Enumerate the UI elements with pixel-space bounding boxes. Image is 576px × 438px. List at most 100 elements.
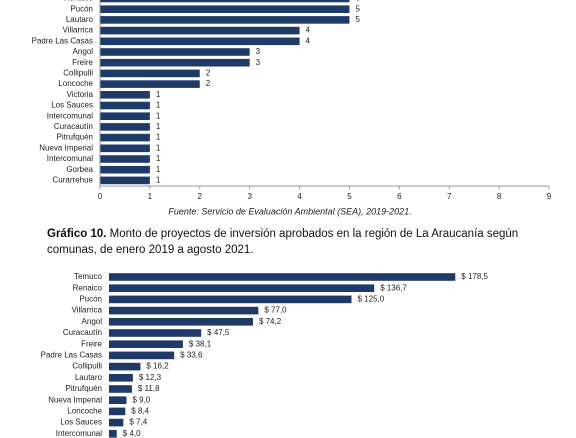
bar (109, 340, 183, 348)
value-label: 2 (206, 79, 211, 88)
value-label: $ 9,0 (132, 395, 150, 404)
bar (100, 0, 350, 3)
value-label: 5 (355, 15, 360, 24)
bar (100, 37, 300, 46)
category-label: Renaico (73, 283, 103, 292)
value-label: 4 (306, 36, 311, 45)
value-label: $ 12,3 (139, 373, 162, 382)
bar (100, 58, 250, 67)
bar (109, 430, 117, 438)
bar (100, 133, 150, 142)
bar (109, 396, 127, 404)
category-label: Curacautín (54, 122, 93, 131)
value-label: 2 (206, 69, 211, 78)
bar (100, 176, 150, 185)
bar (109, 329, 202, 337)
category-label: Victoria (66, 90, 93, 99)
caption-text: Monto de proyectos de inversión aprobado… (47, 228, 519, 256)
source-note: Fuente: Servicio de Evaluación Ambiental… (168, 206, 411, 216)
value-label: 4 (306, 26, 311, 35)
category-label: Pucón (79, 295, 102, 304)
value-label: 1 (156, 165, 161, 174)
x-tick-label: 2 (198, 192, 203, 201)
bar (100, 69, 200, 78)
value-label: 1 (156, 122, 161, 131)
x-tick-label: 6 (397, 192, 402, 201)
category-label: Curacautín (63, 328, 102, 337)
x-tick-label: 5 (347, 192, 352, 201)
category-label: Lautaro (66, 15, 94, 24)
category-label: Nueva Imperial (39, 143, 93, 152)
value-label: 1 (156, 111, 161, 120)
x-tick-label: 0 (98, 192, 103, 201)
bar (109, 306, 259, 315)
bar (109, 374, 133, 382)
bar (109, 284, 375, 292)
value-label: 1 (156, 90, 161, 99)
value-label: $ 47,5 (207, 328, 230, 337)
x-tick-label: 9 (547, 192, 552, 201)
bar (100, 91, 150, 99)
category-label: Angol (73, 47, 94, 56)
x-tick-label: 4 (297, 192, 302, 201)
category-label: Intercomunal (47, 154, 93, 163)
category-label: Nueva Imperial (48, 395, 102, 404)
x-tick-label: 1 (148, 192, 153, 201)
value-label: $ 74,2 (259, 317, 282, 326)
bar (109, 351, 175, 360)
bar (100, 101, 150, 110)
bar (100, 26, 300, 35)
category-label: Collipulli (63, 69, 93, 78)
value-label: $ 7,4 (129, 418, 147, 427)
category-label: Padre Las Casas (41, 351, 102, 360)
category-label: Curarrehue (53, 176, 94, 185)
value-label: 1 (156, 101, 161, 110)
bar (109, 385, 132, 393)
x-tick-label: 8 (497, 192, 502, 201)
bar (100, 155, 150, 163)
value-label: 1 (156, 176, 161, 185)
value-label: $ 77,0 (264, 306, 287, 315)
bar (109, 418, 124, 427)
value-label: $ 125,0 (358, 295, 385, 304)
bar (109, 318, 253, 326)
value-label: 3 (256, 47, 261, 56)
bar (109, 273, 456, 281)
bar (100, 48, 250, 56)
value-label: 3 (256, 58, 261, 67)
value-label: $ 38,1 (189, 339, 212, 348)
category-label: Pucón (70, 4, 93, 13)
bar (109, 295, 352, 304)
value-label: $ 11,8 (138, 384, 160, 393)
category-label: Lautaro (75, 373, 103, 382)
value-label: $ 136,7 (380, 283, 407, 292)
bar (109, 407, 126, 416)
category-label: Los Sauces (51, 101, 93, 110)
value-label: $ 178,5 (461, 272, 488, 281)
category-label: Los Sauces (60, 418, 102, 427)
category-label: Loncoche (67, 407, 102, 416)
category-label: Loncoche (58, 79, 93, 88)
category-label: Pitrufquén (66, 384, 102, 393)
caption: Gráfico 10. Monto de proyectos de invers… (47, 226, 547, 258)
category-label: Gorbea (66, 165, 93, 174)
x-tick-label: 3 (247, 192, 252, 201)
category-label: Freire (72, 58, 93, 67)
category-label: Freire (81, 339, 102, 348)
bar (100, 80, 200, 88)
bar (100, 112, 150, 120)
value-label: $ 33,6 (180, 351, 203, 360)
value-label: $ 4,0 (123, 429, 141, 438)
bar (100, 5, 350, 13)
value-label: 1 (156, 133, 161, 142)
value-label: 5 (355, 4, 360, 13)
bar (109, 362, 141, 371)
x-tick-label: 7 (447, 192, 452, 201)
category-label: Renaico (64, 0, 94, 3)
category-label: Padre Las Casas (32, 36, 93, 45)
value-label: 1 (156, 143, 161, 152)
category-label: Intercomunal (47, 111, 93, 120)
value-label: 1 (156, 154, 161, 163)
category-label: Temuco (74, 272, 103, 281)
